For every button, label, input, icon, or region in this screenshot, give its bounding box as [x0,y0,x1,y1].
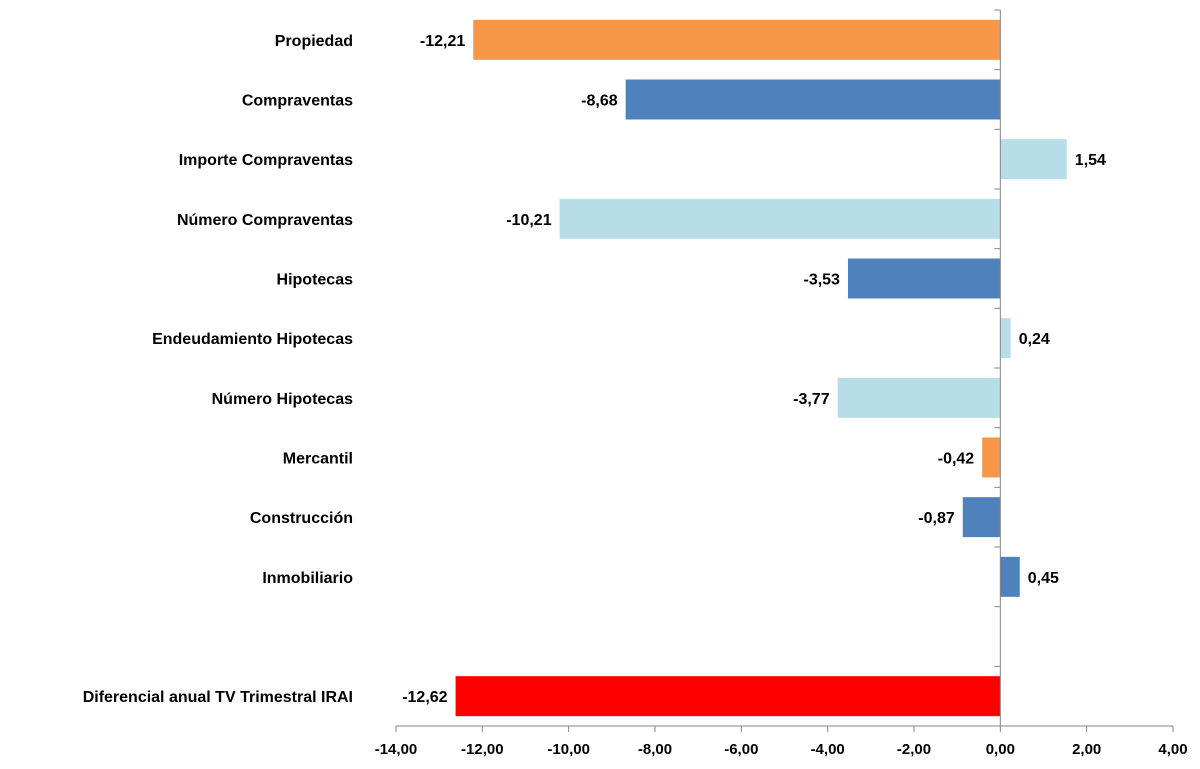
bar [837,377,1001,418]
data-label: -10,21 [506,212,551,229]
x-tick-label: -14,00 [375,741,418,758]
x-tick-label: -2,00 [897,741,931,758]
bar [625,79,1001,120]
category-label: Número Compraventas [177,212,353,229]
category-label: Inmobiliario [262,570,353,587]
x-tick-label: 0,00 [986,741,1015,758]
bar [1000,318,1011,359]
bar [847,258,1001,299]
category-label: Construcción [250,510,353,527]
x-tick-label: -6,00 [724,741,758,758]
data-label: -0,42 [938,451,975,468]
category-label: Compraventas [242,93,353,110]
bar [473,19,1001,60]
bar [962,497,1001,538]
x-tick-label: -10,00 [547,741,590,758]
bar [1000,556,1020,597]
bar [982,437,1001,478]
labels-group: Propiedad -12,21 Compraventas -8,68 Importe … [83,33,1188,758]
bar [1000,139,1067,180]
category-label: Mercantil [283,451,353,468]
category-label: Número Hipotecas [212,391,353,408]
category-label: Endeudamiento Hipotecas [152,331,353,348]
data-label: 0,45 [1028,570,1059,587]
data-label: 0,24 [1019,331,1050,348]
data-label: -8,68 [581,93,618,110]
bar [455,676,1001,717]
data-label: -3,53 [803,272,840,289]
x-tick-label: 2,00 [1072,741,1101,758]
data-label: -12,62 [402,689,447,706]
x-tick-label: -8,00 [638,741,672,758]
bars-group [455,19,1067,717]
axes-group [395,9,1174,732]
x-tick-label: -4,00 [811,741,845,758]
category-label: Diferencial anual TV Trimestral IRAI [83,689,353,706]
category-label: Importe Compraventas [179,152,353,169]
data-label: -0,87 [918,510,955,527]
x-tick-label: -12,00 [461,741,504,758]
bar [559,198,1001,239]
x-tick-label: 4,00 [1158,741,1187,758]
data-label: -3,77 [793,391,830,408]
category-label: Hipotecas [277,272,354,289]
category-label: Propiedad [275,33,353,50]
data-label: 1,54 [1075,152,1106,169]
data-label: -12,21 [420,33,465,50]
